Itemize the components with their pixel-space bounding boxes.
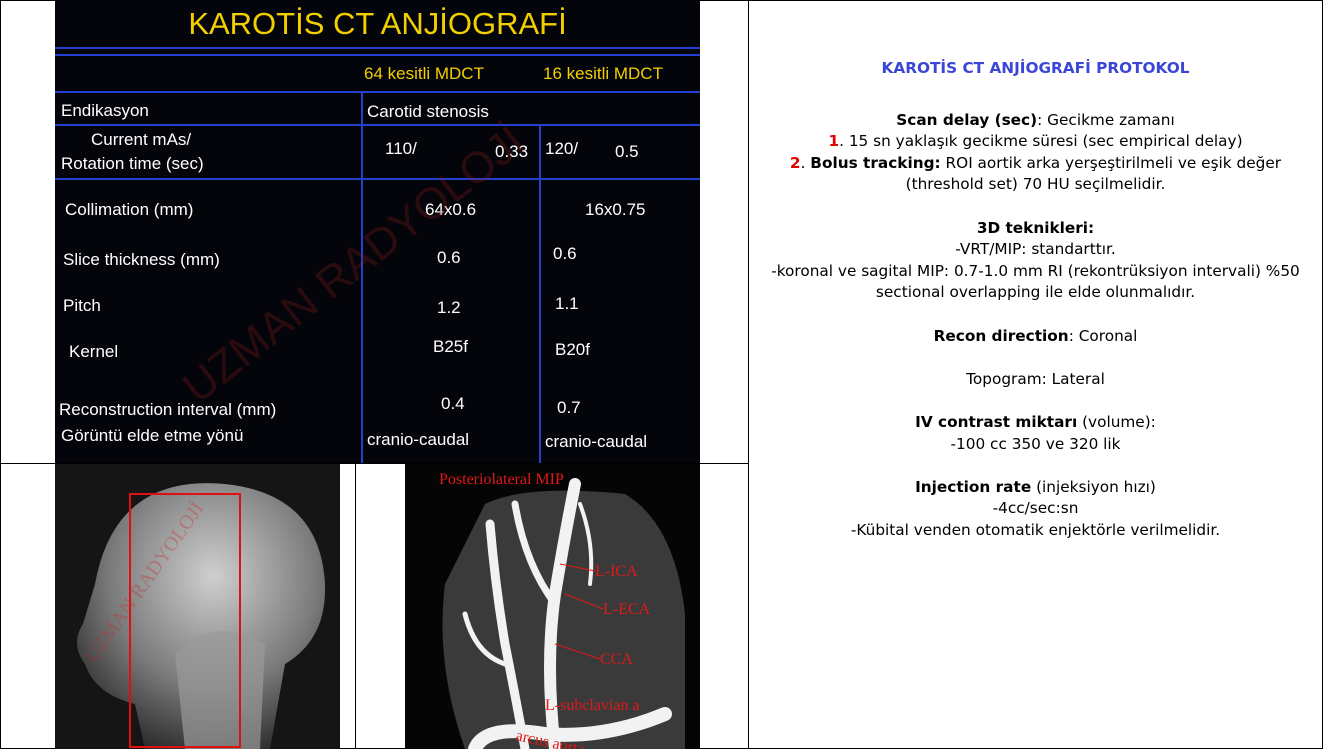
paragraph: 3D teknikleri: -VRT/MIP: standarttır. -k… (749, 218, 1322, 304)
cell: 0.7 (557, 398, 581, 418)
rule (55, 54, 700, 56)
item-number: 2 (790, 154, 801, 172)
text: -koronal ve sagital MIP: 0.7-1.0 mm RI (… (771, 262, 1300, 302)
cell: cranio-caudal (545, 432, 647, 452)
heading: 3D teknikleri: (977, 219, 1094, 237)
column-header: 64 kesitli MDCT (364, 64, 484, 84)
row-label: Current mAs/ (91, 130, 191, 150)
row-label: Collimation (mm) (65, 200, 193, 220)
rule (55, 91, 700, 93)
paragraph: Recon direction: Coronal (749, 326, 1322, 348)
rule (55, 47, 700, 49)
text: . (801, 154, 811, 172)
text: (volume): (1077, 413, 1156, 431)
cell-divider (355, 463, 356, 749)
text: . 15 sn yaklaşık gecikme süresi (sec emp… (839, 132, 1242, 150)
paragraph: IV contrast miktarı (volume): -100 cc 35… (749, 412, 1322, 455)
annotation: L-ECA (603, 601, 651, 618)
cell: B25f (433, 337, 468, 357)
row-label: Kernel (69, 342, 118, 362)
paragraph: Scan delay (sec): Gecikme zamanı 1. 15 s… (749, 110, 1322, 196)
annotation: L-ICA (595, 563, 638, 580)
text: : Gecikme zamanı (1037, 111, 1175, 129)
cell: 0.6 (437, 248, 461, 268)
annotation: Posteriolateral MIP (439, 471, 564, 488)
cell: B20f (555, 340, 590, 360)
row-label: Rotation time (sec) (61, 154, 204, 174)
mip-image: Posteriolateral MIP L-ICA L-ECA CCA L-su… (405, 464, 700, 749)
protocol-text: KAROTİS CT ANJİOGRAFİ PROTOKOL Scan dela… (749, 0, 1322, 563)
rule (55, 124, 700, 126)
paragraph: Topogram: Lateral (749, 369, 1322, 391)
text: : Coronal (1069, 327, 1138, 345)
row-label: Görüntü elde etme yönü (61, 426, 243, 446)
row-label: Reconstruction interval (mm) (59, 400, 276, 420)
row-label: Pitch (63, 296, 101, 316)
item-number: 1 (828, 132, 839, 150)
text: ROI aortik arka yerşeştirilmeli ve eşik … (906, 154, 1281, 194)
annotation: L-subclavian a (545, 697, 640, 714)
cell: cranio-caudal (367, 430, 469, 450)
column-header: 16 kesitli MDCT (543, 64, 663, 84)
watermark: UZMAN RADYOLOJİ (174, 117, 534, 414)
annotation: CCA (600, 651, 633, 668)
cell: 120/ (545, 139, 578, 159)
protocol-title: KAROTİS CT ANJİOGRAFİ PROTOKOL (749, 58, 1322, 80)
text: -Kübital venden otomatik enjektörle veri… (851, 521, 1220, 539)
row-label: Endikasyon (61, 101, 149, 121)
text: -4cc/sec:sn (993, 499, 1079, 517)
cell: 0.4 (441, 394, 465, 414)
cell: Carotid stenosis (367, 102, 489, 122)
text: (injeksiyon hızı) (1031, 478, 1156, 496)
page: KAROTİS CT ANJİOGRAFİ 64 kesitli MDCT 16… (0, 0, 1323, 749)
heading: Recon direction (934, 327, 1069, 345)
cell: 1.2 (437, 298, 461, 318)
cell: 0.5 (615, 142, 639, 162)
paragraph: Injection rate (injeksiyon hızı) -4cc/se… (749, 477, 1322, 542)
heading: Scan delay (sec) (896, 111, 1037, 129)
cell: 0.6 (553, 244, 577, 264)
topogram-image: UZMAN RADYOLOJİ (55, 464, 340, 749)
row-label: Slice thickness (mm) (63, 250, 220, 270)
cell: 16x0.75 (585, 200, 646, 220)
heading: IV contrast miktarı (915, 413, 1077, 431)
text: -VRT/MIP: standarttır. (955, 240, 1115, 258)
cell: 1.1 (555, 294, 579, 314)
heading: Bolus tracking: (810, 154, 940, 172)
rule (539, 124, 541, 463)
rule (55, 178, 700, 180)
protocol-table-image: KAROTİS CT ANJİOGRAFİ 64 kesitli MDCT 16… (55, 0, 700, 463)
heading: Injection rate (915, 478, 1031, 496)
cell: 110/ (385, 139, 417, 159)
text: -100 cc 350 ve 320 lik (950, 435, 1120, 453)
table-title: KAROTİS CT ANJİOGRAFİ (55, 6, 700, 42)
